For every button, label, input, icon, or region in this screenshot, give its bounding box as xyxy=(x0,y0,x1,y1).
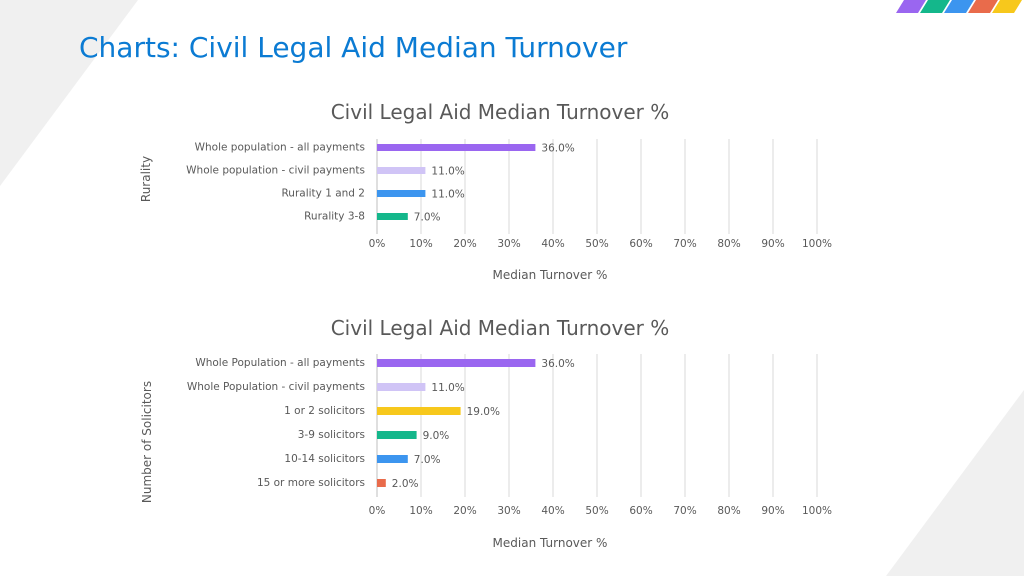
data-label: 7.0% xyxy=(414,454,441,466)
top-left-triangle xyxy=(0,0,138,186)
bar-chart-svg: 0% 10% 20% 30% 40% 50% 60% 70% 80% 90% 100% Whole p… xyxy=(186,139,832,250)
x-tick-label: 40% xyxy=(541,238,564,250)
x-tick-label: 0% xyxy=(369,505,386,517)
stripe-green xyxy=(920,0,950,13)
bar xyxy=(377,359,536,367)
data-label: 19.0% xyxy=(467,406,500,418)
category-label: 1 or 2 solicitors xyxy=(284,405,365,417)
chart-number-of-solicitors: Civil Legal Aid Median Turnover % Number… xyxy=(120,312,880,562)
bar-chart-svg: 0% 10% 20% 30% 40% 50% 60% 70% 80% 90% 100% Whole P… xyxy=(187,354,832,517)
data-label: 11.0% xyxy=(431,382,464,394)
category-label: Rurality 3-8 xyxy=(304,211,365,223)
stripe-purple xyxy=(896,0,926,13)
category-label: 3-9 solicitors xyxy=(298,429,365,441)
x-tick-label: 50% xyxy=(585,505,608,517)
data-label: 36.0% xyxy=(541,143,574,155)
x-tick-label: 40% xyxy=(541,505,564,517)
category-label: Rurality 1 and 2 xyxy=(281,188,365,200)
x-tick-label: 60% xyxy=(629,238,652,250)
bottom-right-triangle xyxy=(886,390,1024,576)
bar xyxy=(377,383,426,391)
stripe-blue xyxy=(944,0,974,13)
brand-stripes-logo xyxy=(896,0,1022,13)
data-label: 11.0% xyxy=(431,166,464,178)
data-label: 2.0% xyxy=(392,478,419,490)
bar xyxy=(377,407,461,415)
x-tick-label: 100% xyxy=(802,238,832,250)
bar xyxy=(377,431,417,439)
stripe-yellow xyxy=(992,0,1022,13)
x-tick-label: 70% xyxy=(673,505,696,517)
page-title: Charts: Civil Legal Aid Median Turnover xyxy=(79,31,628,64)
bar xyxy=(377,479,386,487)
x-tick-label: 80% xyxy=(717,505,740,517)
x-tick-label: 80% xyxy=(717,238,740,250)
x-tick-label: 90% xyxy=(761,238,784,250)
data-label: 11.0% xyxy=(431,189,464,201)
x-tick-label: 10% xyxy=(409,505,432,517)
x-tick-label: 90% xyxy=(761,505,784,517)
x-tick-label: 10% xyxy=(409,238,432,250)
stripe-orange xyxy=(968,0,998,13)
x-tick-label: 20% xyxy=(453,238,476,250)
x-tick-label: 0% xyxy=(369,238,386,250)
x-tick-label: 30% xyxy=(497,238,520,250)
bar xyxy=(377,144,536,151)
x-tick-label: 30% xyxy=(497,505,520,517)
x-axis-label: Median Turnover % xyxy=(492,268,608,282)
category-label: 10-14 solicitors xyxy=(284,453,365,465)
category-label: 15 or more solicitors xyxy=(257,477,365,489)
bar xyxy=(377,167,426,174)
x-tick-label: 100% xyxy=(802,505,832,517)
x-tick-label: 50% xyxy=(585,238,608,250)
chart-title: Civil Legal Aid Median Turnover % xyxy=(330,316,670,340)
x-tick-label: 20% xyxy=(453,505,476,517)
category-label: Whole Population - civil payments xyxy=(187,381,365,393)
x-tick-label: 60% xyxy=(629,505,652,517)
category-label: Whole population - civil payments xyxy=(186,165,365,177)
x-axis-label: Median Turnover % xyxy=(492,536,608,550)
data-label: 7.0% xyxy=(414,212,441,224)
data-label: 36.0% xyxy=(541,358,574,370)
bar xyxy=(377,213,408,220)
data-label: 9.0% xyxy=(423,430,450,442)
bar xyxy=(377,190,426,197)
x-tick-label: 70% xyxy=(673,238,696,250)
chart-rurality: Civil Legal Aid Median Turnover % Rurali… xyxy=(120,96,880,296)
bar xyxy=(377,455,408,463)
category-label: Whole population - all payments xyxy=(195,142,365,154)
category-label: Whole Population - all payments xyxy=(195,357,365,369)
chart-title: Civil Legal Aid Median Turnover % xyxy=(330,100,670,124)
